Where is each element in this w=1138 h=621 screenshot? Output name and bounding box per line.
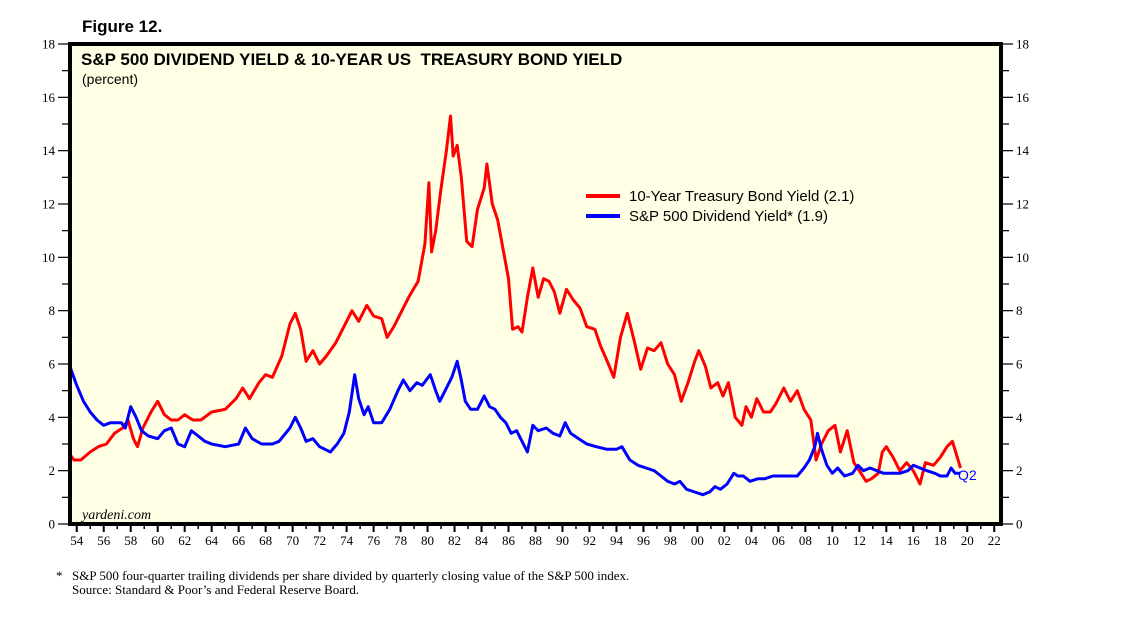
legend-label-treasury: 10-Year Treasury Bond Yield (2.1)	[629, 188, 854, 205]
y-tick-label-right: 10	[1016, 250, 1029, 265]
x-tick-label: 08	[799, 533, 812, 548]
footnote-line-1: S&P 500 four-quarter trailing dividends …	[72, 568, 629, 583]
x-tick-label: 58	[124, 533, 137, 548]
x-tick-label: 10	[826, 533, 839, 548]
x-tick-label: 98	[664, 533, 677, 548]
x-tick-label: 80	[421, 533, 434, 548]
x-tick-label: 68	[259, 533, 272, 548]
x-tick-label: 20	[961, 533, 974, 548]
y-tick-label-right: 16	[1016, 90, 1030, 105]
y-tick-label-left: 4	[49, 410, 56, 425]
x-tick-label: 60	[151, 533, 164, 548]
x-tick-label: 64	[205, 533, 219, 548]
x-tick-label: 88	[529, 533, 542, 548]
x-tick-label: 92	[583, 533, 596, 548]
y-tick-label-left: 8	[49, 303, 56, 318]
x-tick-label: 74	[340, 533, 354, 548]
y-tick-label-right: 0	[1016, 517, 1023, 532]
x-tick-label: 72	[313, 533, 326, 548]
y-tick-label-right: 12	[1016, 197, 1029, 212]
footnote-asterisk: *	[56, 568, 63, 583]
x-tick-label: 78	[394, 533, 407, 548]
y-tick-label-right: 6	[1016, 357, 1023, 372]
x-tick-label: 90	[556, 533, 569, 548]
chart-title: S&P 500 DIVIDEND YIELD & 10-YEAR US TREA…	[81, 50, 622, 69]
series-layer	[68, 114, 962, 497]
y-tick-label-left: 2	[49, 463, 56, 478]
y-axis-left: 0 2 4 6 8 10 12 14 16 18	[42, 37, 70, 532]
y-tick-label-left: 18	[42, 37, 55, 52]
y-tick-label-left: 12	[42, 197, 55, 212]
x-tick-label: 22	[988, 533, 1001, 548]
x-tick-label: 54	[70, 533, 84, 548]
x-tick-label: 84	[475, 533, 489, 548]
x-tick-label: 16	[907, 533, 921, 548]
x-tick-label: 06	[772, 533, 786, 548]
x-tick-label: 04	[745, 533, 759, 548]
x-tick-label: 70	[286, 533, 299, 548]
x-tick-label: 76	[367, 533, 381, 548]
y-axis-right: 0 2 4 6 8 10 12 14 16 18	[1001, 37, 1030, 532]
x-tick-label: 18	[934, 533, 947, 548]
y-tick-label-left: 6	[49, 357, 56, 372]
x-tick-label: 62	[178, 533, 191, 548]
y-tick-label-right: 18	[1016, 37, 1029, 52]
x-tick-label: 12	[853, 533, 866, 548]
footnote-source: Source: Standard & Poor’s and Federal Re…	[72, 582, 359, 597]
x-tick-label: 00	[691, 533, 704, 548]
x-tick-label: 66	[232, 533, 246, 548]
legend: 10-Year Treasury Bond Yield (2.1) S&P 50…	[586, 188, 854, 225]
legend-label-dividend: S&P 500 Dividend Yield* (1.9)	[629, 208, 828, 225]
x-tick-label: 94	[610, 533, 624, 548]
x-tick-label: 82	[448, 533, 461, 548]
x-tick-label: 96	[637, 533, 651, 548]
watermark: yardeni.com	[80, 508, 151, 523]
y-tick-label-right: 8	[1016, 303, 1023, 318]
series-line-treasury	[68, 114, 962, 486]
y-tick-label-left: 0	[49, 517, 56, 532]
y-tick-label-left: 10	[42, 250, 55, 265]
chart-subtitle: (percent)	[82, 71, 138, 87]
y-tick-label-left: 16	[42, 90, 56, 105]
y-tick-label-left: 14	[42, 143, 56, 158]
end-marker-q2: Q2	[958, 467, 977, 483]
y-tick-label-right: 4	[1016, 410, 1023, 425]
figure-label: Figure 12.	[82, 17, 162, 36]
x-tick-label: 56	[97, 533, 111, 548]
x-axis: 54 56 58 60 62 64 66 68 70 72 74 76 78 80 82 84 86 88 90 92…	[70, 524, 1001, 548]
series-line-dividend	[68, 359, 961, 497]
y-tick-label-right: 14	[1016, 143, 1030, 158]
x-tick-label: 14	[880, 533, 894, 548]
x-tick-label: 02	[718, 533, 731, 548]
x-tick-label: 86	[502, 533, 516, 548]
y-tick-label-right: 2	[1016, 463, 1023, 478]
